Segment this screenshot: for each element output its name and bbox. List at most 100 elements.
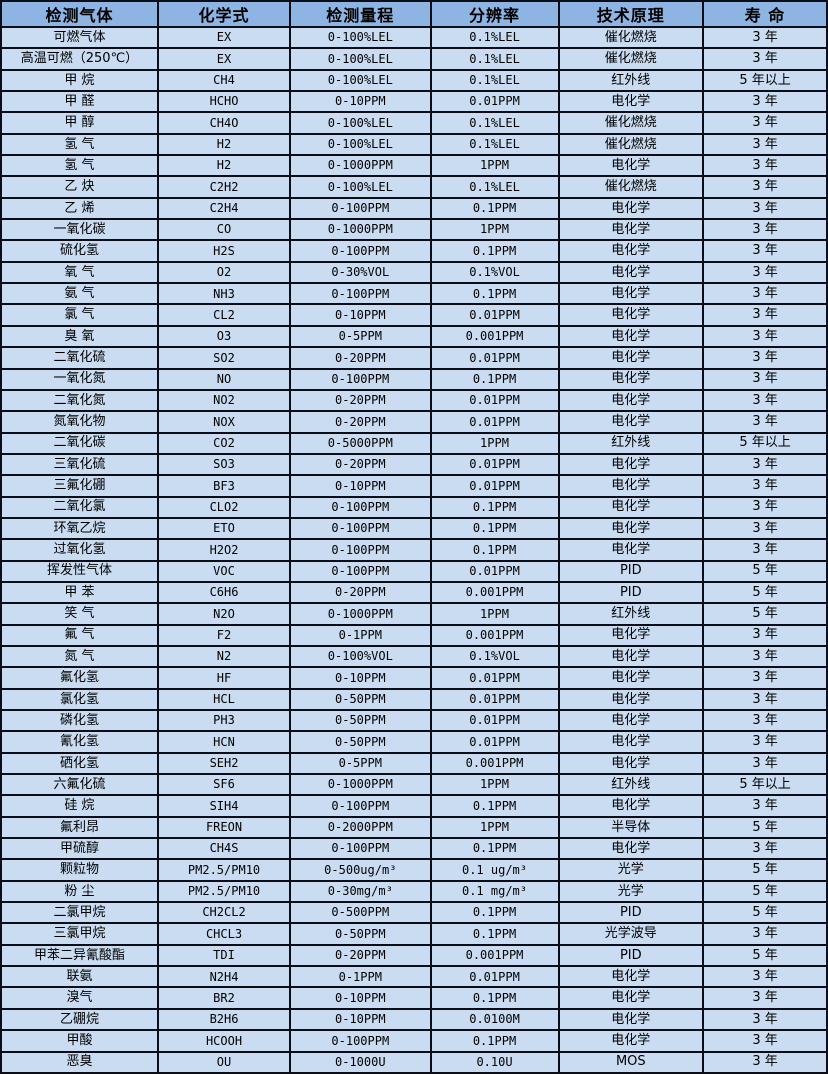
cell-range: 0-5000PPM xyxy=(289,431,432,455)
cell-principle: 电化学 xyxy=(557,282,705,306)
cell-resolution: 0.001PPM xyxy=(429,943,560,968)
cell-range: 0-50PPM xyxy=(289,922,432,946)
cell-resolution: 1PPM xyxy=(429,773,560,797)
cell-formula: O2 xyxy=(156,260,292,285)
cell-gas: 二氧化氮 xyxy=(0,388,159,413)
cell-principle: 电化学 xyxy=(557,538,705,562)
cell-resolution: 1PPM xyxy=(429,815,560,840)
cell-gas: 二氧化氯 xyxy=(0,495,159,519)
cell-gas: 氟利昂 xyxy=(0,815,159,840)
table-body: 可燃气体 EX 0-100%LEL 0.1%LEL 催化燃烧 3 年高温可燃（250℃） E… xyxy=(0,25,828,1074)
cell-principle: 电化学 xyxy=(557,1029,705,1053)
cell-formula: CLO2 xyxy=(156,495,292,519)
cell-gas: 二氧化硫 xyxy=(0,346,159,370)
cell-formula: CH2CL2 xyxy=(156,901,292,925)
cell-gas: 二氧化碳 xyxy=(0,431,159,455)
cell-gas: 三氧化硫 xyxy=(0,452,159,477)
cell-resolution: 0.001PPM xyxy=(429,580,560,605)
cell-lifespan: 3 年 xyxy=(702,837,828,861)
cell-lifespan: 3 年 xyxy=(702,1029,828,1053)
cell-principle: PID xyxy=(557,901,705,925)
header-row: 检测气体 化学式 检测量程 分辨率 技术原理 寿 命 xyxy=(0,0,828,28)
cell-principle: 电化学 xyxy=(557,324,705,349)
col-header-principle: 技术原理 xyxy=(557,0,705,28)
cell-lifespan: 3 年 xyxy=(702,986,828,1010)
cell-range: 0-500ug/m³ xyxy=(289,858,432,882)
cell-formula: EX xyxy=(156,25,292,50)
table-row: 氧 气 O2 0-30%VOL 0.1%VOL 电化学 3 年 xyxy=(0,260,828,285)
cell-principle: PID xyxy=(557,943,705,968)
cell-formula: HCL xyxy=(156,687,292,712)
cell-range: 0-20PPM xyxy=(289,410,432,434)
cell-principle: MOS xyxy=(557,1050,705,1074)
cell-lifespan: 3 年 xyxy=(702,644,828,669)
cell-gas: 甲 苯 xyxy=(0,580,159,605)
cell-principle: 电化学 xyxy=(557,303,705,327)
cell-formula: EX xyxy=(156,47,292,71)
table-row: 氯化氢 HCL 0-50PPM 0.01PPM 电化学 3 年 xyxy=(0,687,828,712)
table-row: 一氧化氮 NO 0-100PPM 0.1PPM 电化学 3 年 xyxy=(0,367,828,391)
col-header-gas: 检测气体 xyxy=(0,0,159,28)
cell-resolution: 0.001PPM xyxy=(429,751,560,776)
table-row: 联氨 N2H4 0-1PPM 0.01PPM 电化学 3 年 xyxy=(0,965,828,989)
cell-gas: 可燃气体 xyxy=(0,25,159,50)
table-row: 氟 气 F2 0-1PPM 0.001PPM 电化学 3 年 xyxy=(0,623,828,647)
cell-gas: 粉 尘 xyxy=(0,879,159,904)
cell-principle: 电化学 xyxy=(557,666,705,690)
cell-formula: NO xyxy=(156,367,292,391)
cell-principle: 电化学 xyxy=(557,623,705,647)
cell-formula: PH3 xyxy=(156,708,292,733)
cell-lifespan: 3 年 xyxy=(702,132,828,157)
cell-formula: F2 xyxy=(156,623,292,647)
table-row: 三氟化硼 BF3 0-10PPM 0.01PPM 电化学 3 年 xyxy=(0,474,828,498)
cell-lifespan: 3 年 xyxy=(702,303,828,327)
cell-lifespan: 3 年 xyxy=(702,282,828,306)
cell-lifespan: 5 年 xyxy=(702,858,828,882)
cell-resolution: 0.1%LEL xyxy=(429,68,560,93)
cell-formula: N2 xyxy=(156,644,292,669)
cell-resolution: 0.1PPM xyxy=(429,367,560,391)
cell-principle: 光学波导 xyxy=(557,922,705,946)
cell-resolution: 1PPM xyxy=(429,602,560,626)
cell-gas: 甲 烷 xyxy=(0,68,159,93)
cell-range: 0-1PPM xyxy=(289,965,432,989)
cell-range: 0-50PPM xyxy=(289,687,432,712)
cell-range: 0-10PPM xyxy=(289,90,432,114)
cell-range: 0-100%LEL xyxy=(289,175,432,199)
cell-principle: 催化燃烧 xyxy=(557,25,705,50)
cell-gas: 臭 氧 xyxy=(0,324,159,349)
cell-range: 0-5PPM xyxy=(289,324,432,349)
cell-resolution: 0.0100M xyxy=(429,1007,560,1032)
cell-resolution: 0.1%LEL xyxy=(429,175,560,199)
cell-resolution: 0.01PPM xyxy=(429,303,560,327)
cell-range: 0-100PPM xyxy=(289,559,432,583)
cell-lifespan: 5 年以上 xyxy=(702,431,828,455)
cell-gas: 一氧化氮 xyxy=(0,367,159,391)
cell-range: 0-1000PPM xyxy=(289,218,432,242)
cell-principle: 电化学 xyxy=(557,346,705,370)
cell-lifespan: 3 年 xyxy=(702,965,828,989)
cell-gas: 氟化氢 xyxy=(0,666,159,690)
table-row: 乙 烯 C2H4 0-100PPM 0.1PPM 电化学 3 年 xyxy=(0,196,828,221)
cell-range: 0-30mg/m³ xyxy=(289,879,432,904)
cell-range: 0-100PPM xyxy=(289,495,432,519)
cell-range: 0-100PPM xyxy=(289,282,432,306)
cell-principle: 电化学 xyxy=(557,965,705,989)
cell-range: 0-10PPM xyxy=(289,986,432,1010)
cell-gas: 氨 气 xyxy=(0,282,159,306)
cell-principle: 红外线 xyxy=(557,431,705,455)
cell-resolution: 1PPM xyxy=(429,431,560,455)
cell-gas: 过氧化氢 xyxy=(0,538,159,562)
cell-lifespan: 3 年 xyxy=(702,687,828,712)
cell-range: 0-10PPM xyxy=(289,474,432,498)
cell-range: 0-10PPM xyxy=(289,303,432,327)
cell-formula: HCN xyxy=(156,730,292,754)
cell-gas: 恶臭 xyxy=(0,1050,159,1074)
cell-principle: 电化学 xyxy=(557,708,705,733)
table-row: 恶臭 OU 0-1000U 0.10U MOS 3 年 xyxy=(0,1050,828,1074)
cell-principle: 电化学 xyxy=(557,388,705,413)
cell-lifespan: 5 年以上 xyxy=(702,773,828,797)
cell-principle: 电化学 xyxy=(557,474,705,498)
cell-formula: CO2 xyxy=(156,431,292,455)
